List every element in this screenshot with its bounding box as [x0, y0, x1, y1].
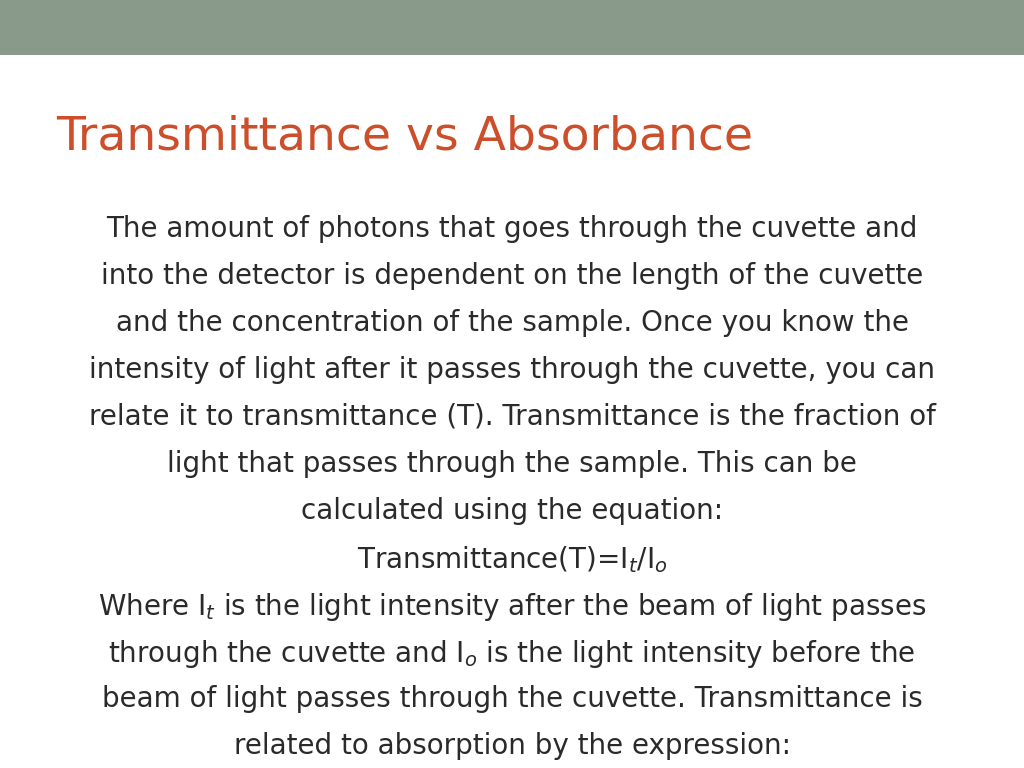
Bar — [0, 0, 1024, 55]
Text: light that passes through the sample. This can be: light that passes through the sample. Th… — [167, 450, 857, 478]
Text: beam of light passes through the cuvette. Transmittance is: beam of light passes through the cuvette… — [101, 685, 923, 713]
Text: intensity of light after it passes through the cuvette, you can: intensity of light after it passes throu… — [89, 356, 935, 384]
Text: through the cuvette and I$_o$ is the light intensity before the: through the cuvette and I$_o$ is the lig… — [109, 638, 915, 670]
Text: The amount of photons that goes through the cuvette and: The amount of photons that goes through … — [106, 215, 918, 243]
Text: Where I$_t$ is the light intensity after the beam of light passes: Where I$_t$ is the light intensity after… — [98, 591, 926, 623]
Text: relate it to transmittance (T). Transmittance is the fraction of: relate it to transmittance (T). Transmit… — [88, 403, 936, 431]
Text: and the concentration of the sample. Once you know the: and the concentration of the sample. Onc… — [116, 309, 908, 337]
Text: related to absorption by the expression:: related to absorption by the expression: — [233, 732, 791, 760]
Text: calculated using the equation:: calculated using the equation: — [301, 497, 723, 525]
Text: Transmittance(T)=I$_t$/I$_o$: Transmittance(T)=I$_t$/I$_o$ — [356, 544, 668, 574]
Text: Transmittance vs Absorbance: Transmittance vs Absorbance — [56, 115, 754, 160]
Text: into the detector is dependent on the length of the cuvette: into the detector is dependent on the le… — [101, 262, 923, 290]
